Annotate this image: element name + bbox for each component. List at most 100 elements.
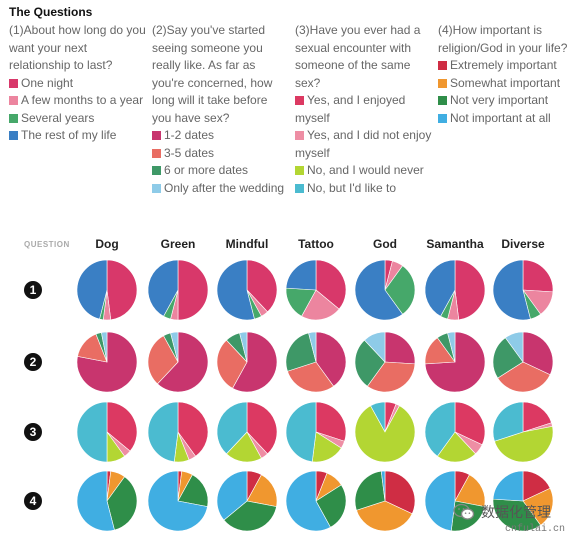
pie-slice bbox=[157, 331, 209, 393]
pie-slice bbox=[106, 259, 138, 321]
questions-title: The Questions bbox=[9, 5, 93, 19]
pie-slice bbox=[216, 470, 248, 521]
pie-slice bbox=[424, 401, 456, 457]
pie-chart bbox=[285, 401, 347, 463]
pie-slice bbox=[147, 470, 208, 532]
question-text: (4)How important is religion/God in your… bbox=[438, 23, 568, 55]
legend-item: One night bbox=[9, 75, 147, 93]
pie-chart bbox=[76, 470, 138, 532]
legend-label: Only after the wedding bbox=[164, 180, 285, 195]
pie-chart bbox=[216, 470, 278, 532]
pie-slice bbox=[522, 487, 554, 526]
legend-item: A few months to a year bbox=[9, 92, 147, 110]
legend-item: Yes, and I enjoyed myself bbox=[295, 92, 433, 127]
row-number: 3 bbox=[24, 423, 42, 441]
pie-slice bbox=[285, 401, 317, 463]
pie-slice bbox=[354, 339, 386, 387]
pie-slice bbox=[106, 401, 138, 452]
pie-slice bbox=[216, 339, 248, 389]
pie-slice bbox=[147, 401, 179, 463]
pie-chart bbox=[216, 331, 278, 393]
legend-swatch bbox=[438, 61, 447, 70]
pie-slice bbox=[384, 265, 416, 315]
legend-swatch bbox=[295, 183, 304, 193]
pie-slice bbox=[106, 476, 138, 531]
question-1: (1)About how long do you want your next … bbox=[9, 22, 147, 145]
question-text: (3)Have you ever had a sexual encounter … bbox=[295, 23, 421, 90]
pie-slice bbox=[287, 361, 335, 393]
legend-item: Only after the wedding bbox=[152, 180, 290, 198]
legend-label: 6 or more dates bbox=[164, 163, 249, 177]
legend-swatch bbox=[152, 183, 161, 193]
pie-slice bbox=[522, 331, 554, 376]
legend-label: Extremely important bbox=[450, 58, 557, 72]
pie-chart bbox=[147, 331, 209, 393]
pie-chart bbox=[354, 401, 416, 463]
pie-slice bbox=[436, 431, 476, 463]
pie-slice bbox=[356, 500, 413, 532]
legend-item: 1-2 dates bbox=[152, 127, 290, 145]
pie-slice bbox=[492, 498, 542, 532]
legend-item: Several years bbox=[9, 110, 147, 128]
row-number: 2 bbox=[24, 353, 42, 371]
row-number: 4 bbox=[24, 492, 42, 510]
pie-slice bbox=[384, 470, 416, 515]
legend-swatch bbox=[9, 113, 18, 123]
legend-label: No, but I'd like to bbox=[307, 180, 397, 195]
legend-label: Somewhat important bbox=[450, 75, 561, 90]
watermark: 数据化管理 bbox=[453, 502, 551, 522]
pie-slice bbox=[454, 259, 486, 321]
legend-item: Not very important bbox=[438, 92, 568, 110]
pie-slice bbox=[354, 259, 404, 321]
pie-slice bbox=[101, 331, 108, 363]
column-header: Diverse bbox=[501, 237, 545, 251]
pie-slice bbox=[504, 331, 524, 363]
question-3: (3)Have you ever had a sexual encounter … bbox=[295, 22, 433, 197]
pie-chart bbox=[424, 259, 486, 321]
column-header: Tattoo bbox=[298, 237, 334, 251]
column-header: God bbox=[373, 237, 397, 251]
legend-item: No, but I'd like to bbox=[295, 180, 433, 198]
pie-slice bbox=[364, 331, 386, 363]
pie-slice bbox=[223, 500, 277, 532]
legend-label: Yes, and I enjoyed myself bbox=[295, 93, 406, 125]
wechat-icon bbox=[453, 503, 475, 520]
column-header: Dog bbox=[95, 237, 119, 251]
pie-slice bbox=[492, 259, 531, 321]
legend-label: 3-5 dates bbox=[164, 145, 215, 160]
pie-chart bbox=[492, 259, 554, 321]
pie-slice bbox=[366, 361, 416, 393]
legend-item: Extremely important bbox=[438, 57, 568, 75]
watermark-name: 数据化管理 bbox=[481, 504, 551, 520]
pie-slice bbox=[239, 331, 248, 363]
watermark-url: cnfulai.cn bbox=[505, 524, 566, 535]
pie-slice bbox=[147, 259, 179, 317]
pie-slice bbox=[315, 484, 347, 528]
pie-slice bbox=[170, 331, 179, 363]
pie-slice bbox=[226, 431, 262, 463]
pie-slice bbox=[76, 331, 138, 393]
pie-slice bbox=[424, 331, 486, 393]
legend-label: No, and I would never bbox=[307, 163, 424, 177]
pie-slice bbox=[494, 426, 554, 463]
legend-label: Yes, and I did not enjoy myself bbox=[295, 128, 432, 160]
pie-slice bbox=[246, 401, 278, 455]
pie-chart bbox=[147, 401, 209, 463]
pie-slice bbox=[76, 470, 115, 532]
pie-slice bbox=[454, 401, 486, 446]
pie-chart bbox=[354, 331, 416, 393]
pie-slice bbox=[492, 337, 524, 379]
legend-swatch bbox=[295, 166, 304, 175]
legend-label: The rest of my life bbox=[21, 128, 117, 142]
column-header: Samantha bbox=[426, 237, 484, 251]
legend-swatch bbox=[152, 131, 161, 140]
pie-chart bbox=[492, 401, 554, 463]
legend-swatch bbox=[152, 166, 161, 175]
legend-swatch bbox=[438, 78, 447, 88]
pie-slice bbox=[147, 335, 179, 385]
pie-slice bbox=[492, 470, 524, 502]
pie-chart bbox=[424, 401, 486, 463]
question-4: (4)How important is religion/God in your… bbox=[438, 22, 568, 127]
legend-swatch bbox=[9, 96, 18, 105]
pie-slice bbox=[285, 332, 317, 372]
